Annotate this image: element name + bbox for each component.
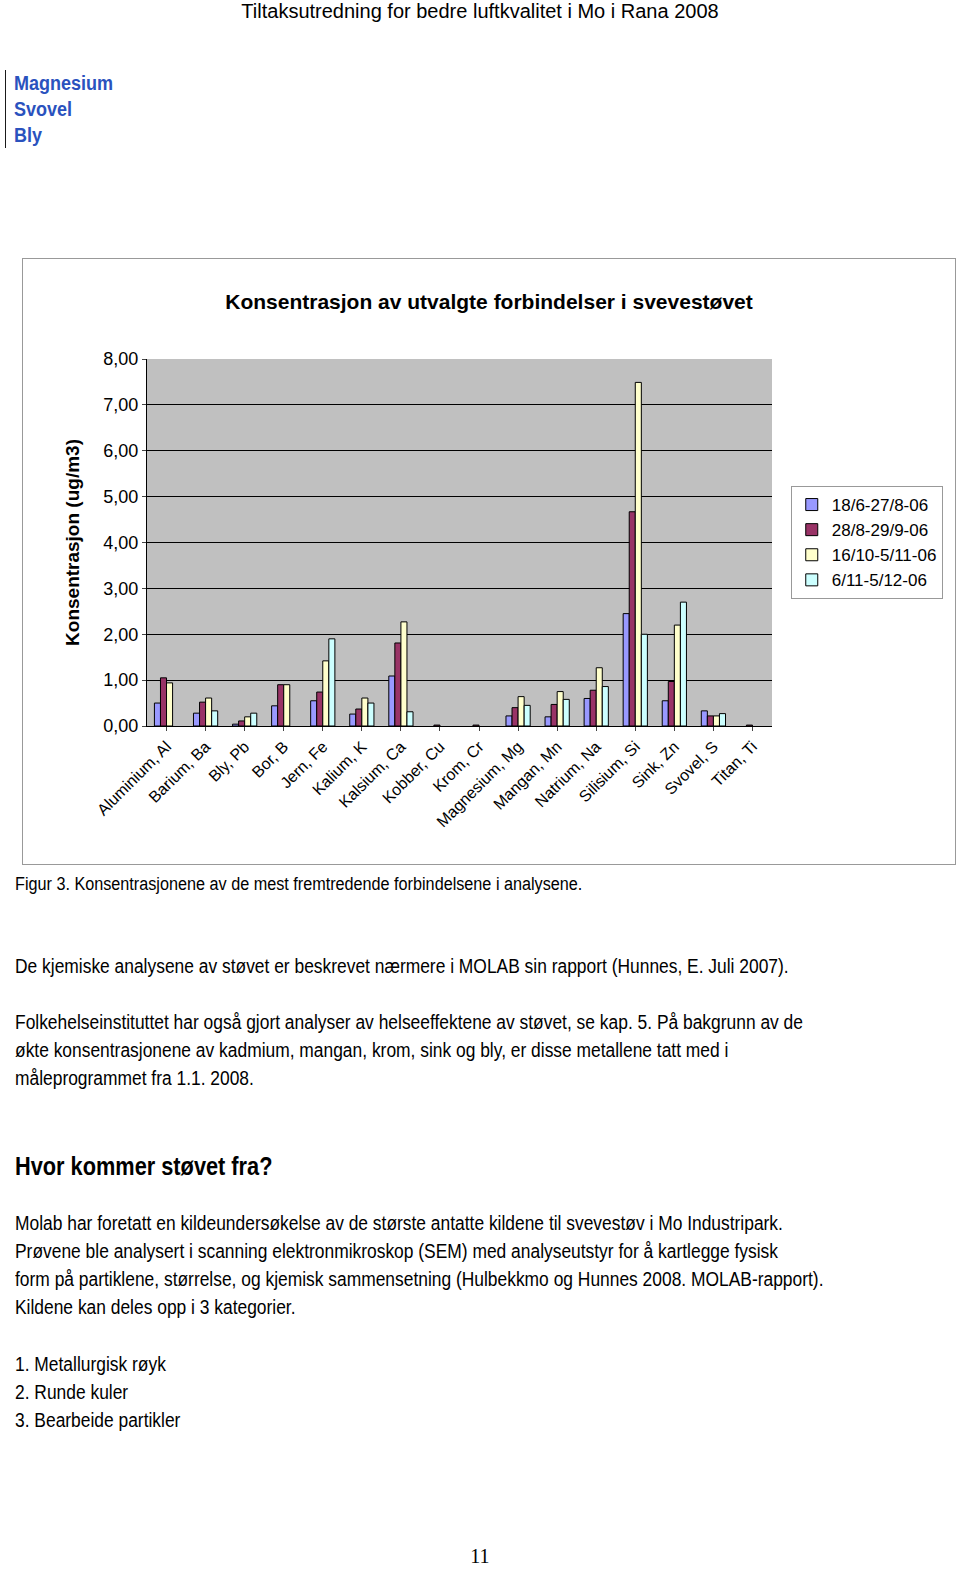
svg-text:Aluminium, Al: Aluminium, Al <box>94 738 175 819</box>
html-text:økte konsentrasjonene av kadmi: økte konsentrasjonene av kadmium, mangan… <box>15 1039 729 1061</box>
html-text:De kjemiske analysene av støve: De kjemiske analysene av støvet er beskr… <box>15 955 789 977</box>
svg-text:Mangan, Mn: Mangan, Mn <box>490 738 565 813</box>
svg-text:Kobber, Cu: Kobber, Cu <box>379 738 448 807</box>
svg-text:Jern, Fe: Jern, Fe <box>277 738 331 792</box>
svg-text:3,00: 3,00 <box>103 579 138 599</box>
svg-text:0,00: 0,00 <box>103 716 138 736</box>
svg-text:6,00: 6,00 <box>103 441 138 461</box>
html-text:Svovel: Svovel <box>14 98 72 120</box>
svg-text:Krom, Cr: Krom, Cr <box>430 737 488 795</box>
svg-text:Konsentrasjon av utvalgte forb: Konsentrasjon av utvalgte forbindelser i… <box>225 290 753 313</box>
svg-text:28/8-29/9-06: 28/8-29/9-06 <box>832 521 928 540</box>
svg-text:8,00: 8,00 <box>103 349 138 369</box>
svg-text:1,00: 1,00 <box>103 670 138 690</box>
svg-text:Bor, B: Bor, B <box>249 738 292 781</box>
svg-text:Konsentrasjon (ug/m3): Konsentrasjon (ug/m3) <box>62 439 83 646</box>
html-text:måleprogrammet fra 1.1. 2008.: måleprogrammet fra 1.1. 2008. <box>15 1067 254 1089</box>
html-text:Magnesium: Magnesium <box>14 72 113 94</box>
html-text:3. Bearbeide partikler: 3. Bearbeide partikler <box>15 1409 181 1431</box>
svg-text:Barium, Ba: Barium, Ba <box>145 738 213 806</box>
html-text:2. Runde kuler: 2. Runde kuler <box>15 1381 129 1403</box>
html-text:Hvor kommer støvet fra?: Hvor kommer støvet fra? <box>15 1152 273 1180</box>
svg-text:Svovel, S: Svovel, S <box>661 738 721 798</box>
html-text:11: 11 <box>470 1545 490 1567</box>
svg-text:5,00: 5,00 <box>103 487 138 507</box>
svg-text:Kalsium, Ca: Kalsium, Ca <box>336 738 409 811</box>
html-text:Molab har foretatt en kildeund: Molab har foretatt en kildeundersøkelse … <box>15 1212 783 1234</box>
html-text:Figur 3. Konsentrasjonene av d: Figur 3. Konsentrasjonene av de mest fre… <box>15 874 583 894</box>
svg-text:Bly, Pb: Bly, Pb <box>205 738 252 785</box>
svg-text:Magnesium, Mg: Magnesium, Mg <box>433 738 526 831</box>
svg-text:6/11-5/12-06: 6/11-5/12-06 <box>832 571 927 590</box>
html-text:Tiltaksutredning for bedre luf: Tiltaksutredning for bedre luftkvalitet … <box>241 0 719 22</box>
svg-text:Titan, Ti: Titan, Ti <box>708 738 760 790</box>
svg-text:18/6-27/8-06: 18/6-27/8-06 <box>832 496 928 515</box>
svg-text:2,00: 2,00 <box>103 625 138 645</box>
html-text:1. Metallurgisk røyk: 1. Metallurgisk røyk <box>15 1353 166 1375</box>
html-text:Bly: Bly <box>14 124 42 146</box>
html-text:Prøvene ble analysert i scanni: Prøvene ble analysert i scanning elektro… <box>15 1240 778 1262</box>
svg-text:7,00: 7,00 <box>103 395 138 415</box>
svg-text:16/10-5/11-06: 16/10-5/11-06 <box>832 546 937 565</box>
svg-text:Natrium, Na: Natrium, Na <box>532 738 604 810</box>
html-text:form på partiklene, størrelse,: form på partiklene, størrelse, og kjemis… <box>15 1268 824 1290</box>
svg-text:4,00: 4,00 <box>103 533 138 553</box>
svg-text:Kalium, K: Kalium, K <box>309 738 370 799</box>
html-text:Kildene kan deles opp i 3 kate: Kildene kan deles opp i 3 kategorier. <box>15 1296 296 1318</box>
svg-text:Silisium, Si: Silisium, Si <box>576 738 643 805</box>
svg-text:Sink, Zn: Sink, Zn <box>629 738 683 792</box>
html-text:Folkehelseinstituttet har også: Folkehelseinstituttet har også gjort ana… <box>15 1011 803 1033</box>
